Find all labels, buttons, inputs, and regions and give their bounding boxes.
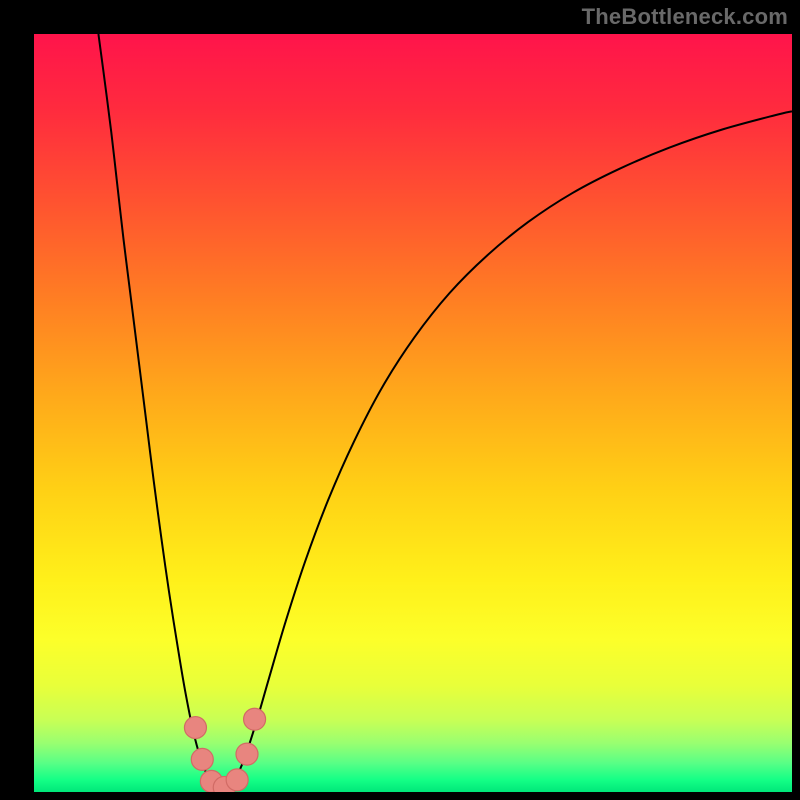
marker-dot: [226, 769, 248, 791]
marker-dot: [244, 708, 266, 730]
watermark-text: TheBottleneck.com: [582, 4, 788, 30]
chart-frame: TheBottleneck.com: [0, 0, 800, 800]
plot-area: [34, 34, 792, 792]
marker-dot: [184, 717, 206, 739]
marker-dot: [236, 743, 258, 765]
chart-svg: [0, 0, 800, 800]
marker-dot: [191, 748, 213, 770]
